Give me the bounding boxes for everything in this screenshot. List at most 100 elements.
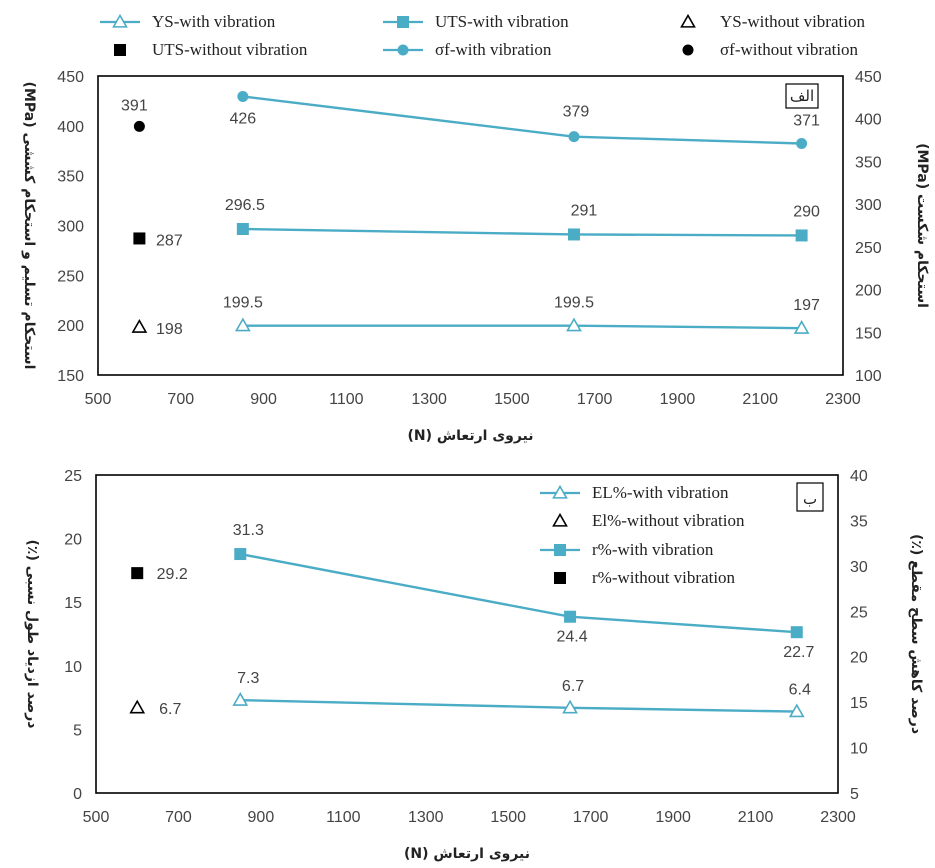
data-point xyxy=(131,319,148,333)
series-line xyxy=(242,227,802,237)
data-label: 7.3 xyxy=(237,670,259,687)
y-right-axis-title: درصد کاهش سطح مقطع (٪) xyxy=(908,534,924,734)
series-ys-without-vibration: 198 xyxy=(131,319,183,338)
legend-marker xyxy=(554,544,566,556)
y-left-tick-label: 25 xyxy=(64,468,82,485)
legend-entry: r%-with vibration xyxy=(540,540,714,559)
panel-label: ب xyxy=(803,490,817,508)
data-label: 6.4 xyxy=(789,682,811,699)
legend-entry: YS-without vibration xyxy=(680,12,865,31)
y-right-tick-label: 100 xyxy=(855,368,882,385)
y-left-tick-label: 400 xyxy=(57,119,84,136)
legend-entry: El%-without vibration xyxy=(552,511,745,530)
panel-label-box xyxy=(796,482,824,512)
y-left-tick-label: 5 xyxy=(73,722,82,739)
y-right-tick-label: 300 xyxy=(855,197,882,214)
y-right-tick-label: 200 xyxy=(855,283,882,300)
y-right-tick-label: 35 xyxy=(850,513,868,530)
x-tick-label: 2100 xyxy=(738,809,774,826)
y-right-tick-label: 10 xyxy=(850,741,868,758)
x-tick-label: 700 xyxy=(167,391,194,408)
y-right-tick-label: 5 xyxy=(850,786,859,803)
y-right-tick-label: 400 xyxy=(855,112,882,129)
legend-marker xyxy=(552,512,568,527)
x-tick-label: 1100 xyxy=(329,391,364,408)
data-label: 198 xyxy=(156,321,183,338)
y-left-tick-label: 0 xyxy=(73,786,82,803)
data-point xyxy=(795,229,808,242)
y-left-axis-title: درصد ازدیاد طول نسبی (٪) xyxy=(24,540,40,729)
legend-entry: σf-without vibration xyxy=(682,40,859,59)
series-el-with-vibration: 7.3 6.7 6.4 xyxy=(232,670,811,718)
legend-marker xyxy=(114,44,126,56)
legend-label: UTS-without vibration xyxy=(152,40,308,59)
data-point xyxy=(234,548,247,561)
data-label: 371 xyxy=(793,112,820,129)
data-point xyxy=(564,610,577,623)
data-label: 296.5 xyxy=(225,197,265,214)
data-label: 391 xyxy=(121,97,148,114)
legend-label: r%-with vibration xyxy=(592,540,714,559)
x-tick-label: 500 xyxy=(83,809,110,826)
x-tick-label: 2300 xyxy=(820,809,856,826)
series-uts-without-vibration: 287 xyxy=(133,232,183,249)
legend-entry: UTS-without vibration xyxy=(114,40,308,59)
y-right-tick-label: 450 xyxy=(855,69,882,86)
x-axis-title: نیروی ارتعاش (N) xyxy=(407,428,533,444)
data-point xyxy=(133,232,146,245)
y-right-tick-label: 250 xyxy=(855,240,882,257)
legend-label: El%-without vibration xyxy=(592,511,745,530)
legend-entry: σf-with vibration xyxy=(383,40,552,59)
data-point xyxy=(568,131,580,143)
legend-label: UTS-with vibration xyxy=(435,12,569,31)
data-point xyxy=(788,703,805,718)
data-label: 379 xyxy=(563,104,590,121)
panel-label-box xyxy=(785,83,819,109)
x-tick-label: 1500 xyxy=(490,809,526,826)
y-right-tick-label: 20 xyxy=(850,650,868,667)
data-label: 197 xyxy=(793,297,820,314)
legend-label: σf-without vibration xyxy=(720,40,859,59)
y-left-tick-label: 450 xyxy=(57,69,84,86)
legend-label: σf-with vibration xyxy=(435,40,552,59)
x-tick-label: 1100 xyxy=(326,809,361,826)
data-label: 6.7 xyxy=(562,678,584,695)
y-right-axis-title: استحکام شکست (MPa) xyxy=(914,143,930,308)
data-label: 31.3 xyxy=(233,522,264,539)
data-point xyxy=(796,137,808,149)
data-point xyxy=(129,699,146,714)
data-point xyxy=(131,567,144,580)
series--f-without-vibration: 391 xyxy=(121,97,148,132)
x-tick-label: 1300 xyxy=(411,391,447,408)
x-tick-label: 900 xyxy=(250,391,277,408)
data-point xyxy=(567,228,580,241)
data-point xyxy=(234,317,251,332)
data-label: 291 xyxy=(571,202,598,219)
x-tick-label: 1300 xyxy=(408,809,444,826)
y-right-tick-label: 150 xyxy=(855,325,882,342)
y-right-tick-label: 30 xyxy=(850,559,868,576)
legend-label: r%-without vibration xyxy=(592,568,736,587)
y-left-tick-label: 200 xyxy=(57,318,84,335)
x-tick-label: 2100 xyxy=(742,391,778,408)
y-left-tick-label: 250 xyxy=(57,268,84,285)
y-left-tick-label: 150 xyxy=(57,368,84,385)
series--f-with-vibration: 426 379 371 xyxy=(230,91,820,149)
legend-marker xyxy=(552,484,568,499)
legend-label: YS-with vibration xyxy=(152,12,276,31)
y-left-tick-label: 10 xyxy=(64,659,82,676)
data-label: 22.7 xyxy=(783,644,814,661)
data-point xyxy=(566,317,582,332)
y-left-axis-title: استحکام تسلیم و استحکام کششی (MPa) xyxy=(21,82,37,370)
y-right-tick-label: 15 xyxy=(850,695,868,712)
data-label: 29.2 xyxy=(157,566,188,583)
series-r-without-vibration: 29.2 xyxy=(131,566,188,583)
series-line xyxy=(242,324,802,330)
data-label: 426 xyxy=(230,111,257,128)
y-right-tick-label: 25 xyxy=(850,604,868,621)
x-tick-label: 1900 xyxy=(660,391,696,408)
data-label: 290 xyxy=(793,203,820,220)
series-r-with-vibration: 31.3 24.4 22.7 xyxy=(233,522,815,661)
y-right-tick-label: 350 xyxy=(855,154,882,171)
